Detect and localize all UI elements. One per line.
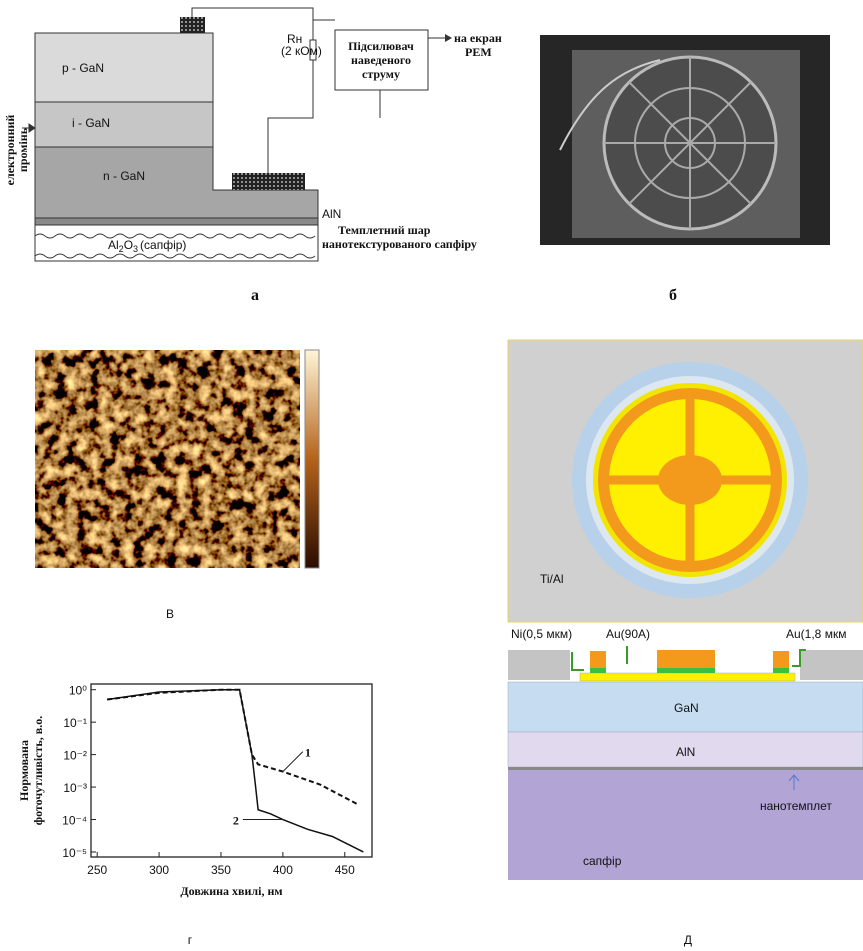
contact <box>590 668 606 673</box>
t: (сапфір) <box>140 238 186 252</box>
layer <box>35 218 318 225</box>
template <box>508 767 863 770</box>
amp-label: наведеного <box>351 53 411 67</box>
contact <box>232 173 305 190</box>
output-label: РЕМ <box>465 45 492 59</box>
y-tick-label: 10⁻⁴ <box>62 814 87 828</box>
layer-label: нанотемплет <box>760 799 832 813</box>
contact <box>590 651 606 668</box>
panel-b: б <box>540 35 830 304</box>
output-label: на екран <box>454 31 502 45</box>
afm-image <box>35 350 300 568</box>
series-label: 1 <box>305 746 311 760</box>
t: електронний <box>3 115 17 186</box>
plot-frame <box>91 684 372 857</box>
contact <box>657 668 715 673</box>
panel-c: В <box>35 350 319 621</box>
t: 3 <box>133 244 138 254</box>
y-tick-label: 10⁰ <box>69 684 87 698</box>
layer-label: n - GaN <box>103 169 145 183</box>
y-axis-label: Нормована <box>17 740 31 801</box>
layer-label: сапфір <box>583 854 622 868</box>
arrow <box>445 34 452 42</box>
y-axis-label: фоточутливість, в.о. <box>31 716 45 825</box>
resistor-value: (2 кОм) <box>281 44 322 58</box>
x-axis-label: Довжина хвилі, нм <box>180 884 282 898</box>
panel-g: г 250 300 350 400 450 10⁰ 10⁻¹ 10⁻² 10⁻³ 10⁻⁴ 10⁻⁵… <box>17 684 372 947</box>
layer-label: AlN <box>676 745 695 759</box>
y-tick-label: 10⁻² <box>63 749 87 763</box>
x-tick-label: 350 <box>211 863 231 877</box>
colorbar <box>305 350 319 568</box>
contact <box>657 650 715 668</box>
y-tick-label: 10⁻⁵ <box>62 846 87 860</box>
contact-label: Au(1,8 мкм <box>786 627 846 641</box>
ni-layer <box>580 673 795 681</box>
y-tick-label: 10⁻¹ <box>63 716 87 730</box>
layer <box>35 102 213 147</box>
t: промінь <box>16 127 30 172</box>
x-tick-label: 450 <box>335 863 355 877</box>
contact <box>773 668 789 673</box>
layer <box>508 770 863 880</box>
panel-a: p - GaN i - GaN n - GaN AlN Al2O3(сапфір… <box>3 8 502 304</box>
y-tick-label: 10⁻³ <box>63 781 87 795</box>
metal-label: Ti/Al <box>540 572 564 586</box>
amp-label: Підсилювач <box>348 39 414 53</box>
layer-label: GaN <box>674 701 699 715</box>
center <box>658 455 722 505</box>
line <box>107 690 357 804</box>
panel-label: а <box>251 287 259 304</box>
layer-label: i - GaN <box>72 116 110 130</box>
layer <box>508 650 570 680</box>
layer-label: AlN <box>322 207 341 221</box>
leader <box>283 752 303 772</box>
layer <box>800 650 863 680</box>
amp-label: струму <box>362 67 400 81</box>
panel-label: б <box>669 287 677 304</box>
panel-d: Ti/Al Ni(0,5 мкм) Au(90A) Au(1,8 мкм GaN… <box>508 340 863 947</box>
figure: p - GaN i - GaN n - GaN AlN Al 2 O3(сапфір… <box>0 0 863 951</box>
x-tick-label: 400 <box>273 863 293 877</box>
panel-label: В <box>166 607 174 621</box>
contact-label: Au(90A) <box>606 627 650 641</box>
panel-label: Д <box>684 933 692 947</box>
template-label: нанотекстурованого сапфіру <box>322 237 477 251</box>
t: O <box>124 238 133 252</box>
beam-label: електронний промінь <box>3 115 30 186</box>
contact-label: Ni(0,5 мкм) <box>511 627 572 641</box>
contact <box>180 17 205 33</box>
panel-label: г <box>188 933 193 947</box>
x-tick-label: 300 <box>149 863 169 877</box>
grid <box>604 57 776 229</box>
x-tick-label: 250 <box>87 863 107 877</box>
t: Al <box>108 238 119 252</box>
contact <box>773 651 789 668</box>
series-label: 2 <box>233 814 239 828</box>
line <box>107 690 363 852</box>
template-label: Темплетний шар <box>338 223 431 237</box>
layer-label: p - GaN <box>62 61 104 75</box>
